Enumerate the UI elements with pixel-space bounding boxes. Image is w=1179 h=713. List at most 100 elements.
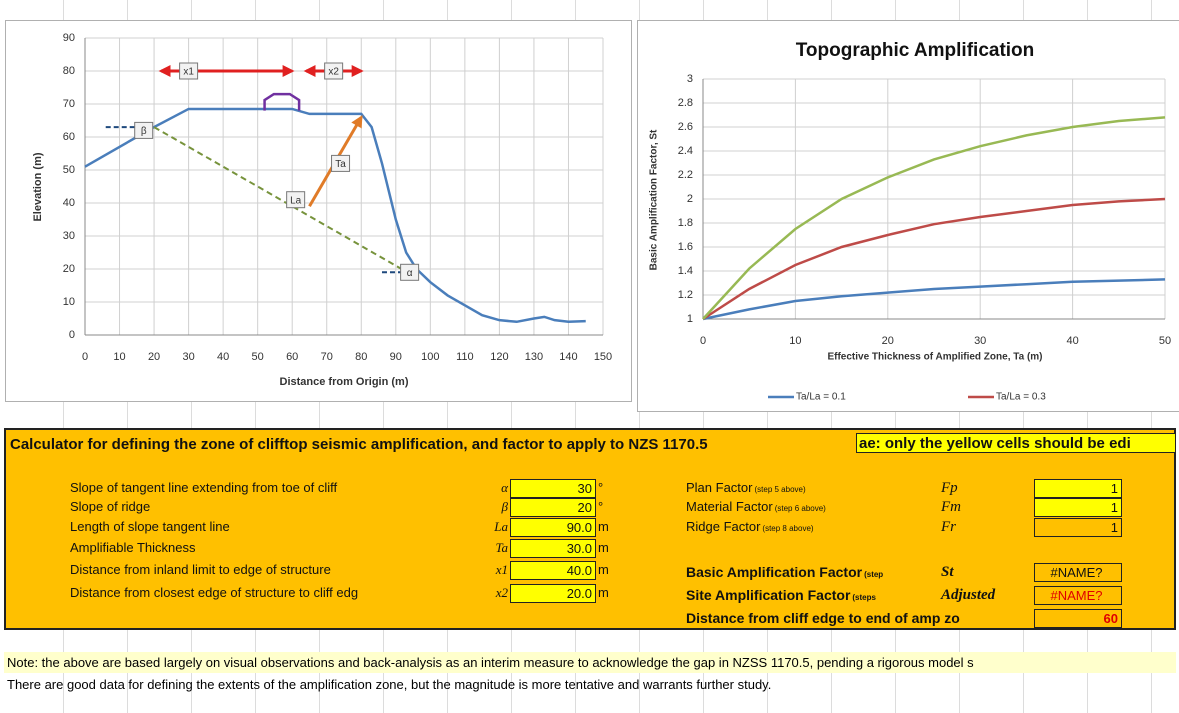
label-text: Ridge Factor xyxy=(686,519,761,534)
label-note: (step 8 above) xyxy=(762,524,814,533)
series-line xyxy=(702,278,1166,321)
row-label: Plan Factor (step 5 above) xyxy=(686,480,941,495)
annotation-label: β xyxy=(141,126,147,137)
y-tick-label: 30 xyxy=(63,230,75,242)
x-tick-label: 100 xyxy=(421,351,439,363)
calculator: Calculator for defining the zone of clif… xyxy=(4,428,1176,630)
x-tick-label: 0 xyxy=(700,335,706,347)
row-symbol: St xyxy=(941,564,954,580)
result-cell: #NAME? xyxy=(1034,586,1122,605)
x-tick-label: 80 xyxy=(355,351,367,363)
legend-label: Ta/La = 0.3 xyxy=(996,392,1046,403)
annotation-box xyxy=(134,121,154,139)
input-cell: 40.0 xyxy=(510,561,596,580)
label-text: Plan Factor xyxy=(686,480,753,495)
annotation-box xyxy=(400,263,420,281)
label-text: Basic Amplification Factor xyxy=(686,564,863,580)
row-symbol: Ta xyxy=(495,540,508,555)
note: Note: the above are based largely on vis… xyxy=(4,652,1176,673)
result-cell: 1 xyxy=(1034,498,1122,517)
annotation-label: x1 xyxy=(183,67,194,78)
annotation-box xyxy=(331,154,351,172)
y-tick-label: 0 xyxy=(69,329,75,341)
annotation-label: Ta xyxy=(335,159,346,170)
row-label: Length of slope tangent line xyxy=(70,519,230,534)
x-tick-label: 40 xyxy=(1066,335,1078,347)
y-tick-label: 50 xyxy=(63,164,75,176)
row-symbol: La xyxy=(494,519,508,534)
row-symbol: Fr xyxy=(941,519,956,535)
input-cell: 30 xyxy=(510,479,596,498)
label-note: (step 5 above) xyxy=(754,485,806,494)
label-note: (steps xyxy=(852,593,876,602)
y-tick-label: 40 xyxy=(63,197,75,209)
note: There are good data for defining the ext… xyxy=(7,677,772,692)
row-label: Distance from cliff edge to end of amp z… xyxy=(686,610,1031,626)
input-cell: 20.0 xyxy=(510,584,596,603)
x-tick-label: 90 xyxy=(390,351,402,363)
x-tick-label: 10 xyxy=(113,351,125,363)
x-tick-label: 30 xyxy=(182,351,194,363)
row-symbol: Fm xyxy=(941,499,961,515)
label-text: Distance from cliff edge to end of amp z… xyxy=(686,610,960,626)
x-tick-label: 150 xyxy=(594,351,612,363)
x-tick-label: 0 xyxy=(82,351,88,363)
y-tick-label: 60 xyxy=(63,131,75,143)
label-text: Site Amplification Factor xyxy=(686,587,851,603)
y-axis-title: Basic Amplification Factor, St xyxy=(649,129,660,270)
y-tick-label: 2.2 xyxy=(678,169,693,181)
x-tick-label: 130 xyxy=(525,351,543,363)
y-tick-label: 20 xyxy=(63,263,75,275)
y-tick-label: 90 xyxy=(63,32,75,44)
x-tick-label: 110 xyxy=(456,351,474,363)
label-text: Material Factor xyxy=(686,499,773,514)
annotation-label: α xyxy=(407,268,413,279)
annotation-box xyxy=(286,191,306,209)
row-symbol: x1 xyxy=(495,562,508,577)
row-unit: ° xyxy=(598,480,604,495)
row-unit: m xyxy=(598,519,609,534)
input-cell: 30.0 xyxy=(510,539,596,558)
row-label: Slope of ridge xyxy=(70,499,151,514)
y-tick-label: 1 xyxy=(687,313,693,325)
input-cell: 20 xyxy=(510,498,596,517)
x-tick-label: 40 xyxy=(217,351,229,363)
annotation-label: x2 xyxy=(328,67,339,78)
chart-title: Topographic Amplification xyxy=(796,40,1035,61)
profile-chart-area xyxy=(5,20,632,402)
y-tick-label: 1.8 xyxy=(678,217,693,229)
x-axis-title: Distance from Origin (m) xyxy=(280,376,409,388)
row-label: Slope of tangent line extending from toe… xyxy=(70,480,338,495)
row-label: Distance from closest edge of structure … xyxy=(70,585,359,600)
y-tick-label: 70 xyxy=(63,98,75,110)
y-tick-label: 2.4 xyxy=(678,145,693,157)
row-label: Site Amplification Factor (steps xyxy=(686,587,941,603)
y-tick-label: 2.6 xyxy=(678,121,693,133)
y-axis-title: Elevation (m) xyxy=(32,152,44,221)
row-symbol: Adjusted xyxy=(941,587,996,603)
row-unit: m xyxy=(598,562,609,577)
calculator-instruction: ae: only the yellow cells should be edi xyxy=(856,433,1176,453)
amp-chart-area xyxy=(637,20,1179,412)
series-line xyxy=(702,197,1166,321)
row-unit: m xyxy=(598,585,609,600)
result-cell: 60 xyxy=(1034,609,1122,628)
x-axis-title: Effective Thickness of Amplified Zone, T… xyxy=(827,352,1042,363)
result-cell: 1 xyxy=(1034,518,1122,537)
result-cell: #NAME? xyxy=(1034,563,1122,582)
row-label: Amplifiable Thickness xyxy=(70,540,196,555)
series-line xyxy=(702,116,1166,320)
row-symbol: α xyxy=(501,480,508,495)
y-tick-label: 2 xyxy=(687,193,693,205)
x-tick-label: 20 xyxy=(148,351,160,363)
result-cell: 1 xyxy=(1034,479,1122,498)
y-tick-label: 1.2 xyxy=(678,289,693,301)
x-tick-label: 120 xyxy=(490,351,508,363)
x-tick-label: 50 xyxy=(1159,335,1171,347)
row-label: Material Factor (step 6 above) xyxy=(686,499,941,514)
row-unit: m xyxy=(598,540,609,555)
row-label: Distance from inland limit to edge of st… xyxy=(70,562,331,577)
x-tick-label: 60 xyxy=(286,351,298,363)
